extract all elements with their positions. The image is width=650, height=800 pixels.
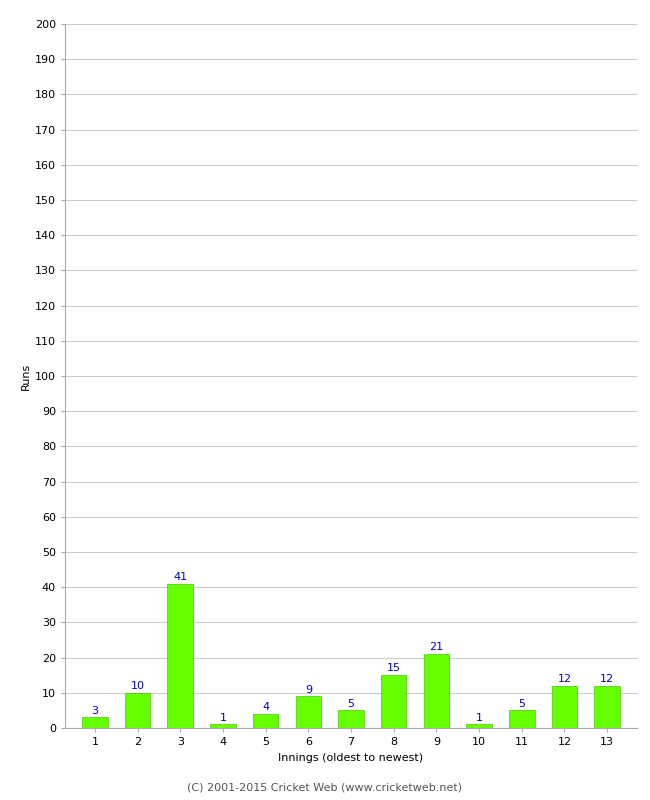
Text: 5: 5 bbox=[518, 698, 525, 709]
Bar bbox=[381, 675, 406, 728]
Bar bbox=[466, 725, 492, 728]
Bar bbox=[125, 693, 150, 728]
Y-axis label: Runs: Runs bbox=[21, 362, 31, 390]
Bar bbox=[253, 714, 278, 728]
Text: 12: 12 bbox=[557, 674, 571, 684]
Text: 1: 1 bbox=[476, 713, 482, 722]
Bar bbox=[168, 584, 193, 728]
Bar bbox=[509, 710, 534, 728]
Text: 4: 4 bbox=[262, 702, 269, 712]
Text: 9: 9 bbox=[305, 685, 312, 694]
Text: 21: 21 bbox=[429, 642, 443, 652]
Bar bbox=[552, 686, 577, 728]
Bar bbox=[338, 710, 364, 728]
Bar bbox=[82, 718, 108, 728]
Bar bbox=[594, 686, 620, 728]
Text: 41: 41 bbox=[173, 572, 187, 582]
Bar bbox=[210, 725, 236, 728]
Text: 10: 10 bbox=[131, 681, 144, 691]
Text: 5: 5 bbox=[348, 698, 354, 709]
Bar bbox=[424, 654, 449, 728]
Text: 12: 12 bbox=[600, 674, 614, 684]
Text: 3: 3 bbox=[92, 706, 98, 716]
Text: (C) 2001-2015 Cricket Web (www.cricketweb.net): (C) 2001-2015 Cricket Web (www.cricketwe… bbox=[187, 782, 463, 792]
Text: 1: 1 bbox=[220, 713, 226, 722]
Bar bbox=[296, 696, 321, 728]
Text: 15: 15 bbox=[387, 663, 400, 674]
X-axis label: Innings (oldest to newest): Innings (oldest to newest) bbox=[278, 753, 424, 762]
